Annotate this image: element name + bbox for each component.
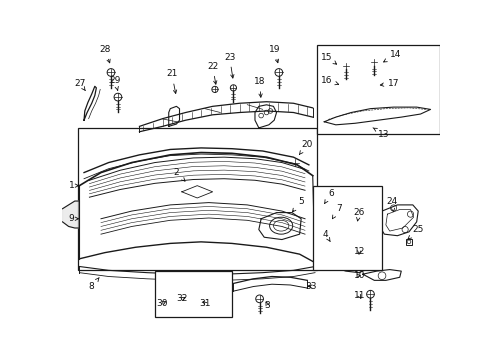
Text: 16: 16	[321, 76, 339, 85]
Text: 26: 26	[354, 208, 365, 221]
Text: 3: 3	[265, 301, 270, 310]
Bar	[176, 280, 209, 302]
Bar	[190, 287, 196, 296]
Text: 30: 30	[156, 299, 168, 308]
Text: 33: 33	[305, 282, 317, 291]
Text: 10: 10	[354, 271, 365, 280]
Text: 7: 7	[332, 204, 342, 219]
Bar	[180, 287, 186, 296]
Bar	[313, 186, 382, 270]
Text: 22: 22	[207, 62, 218, 84]
Text: 17: 17	[380, 79, 400, 88]
Polygon shape	[63, 201, 79, 228]
Text: 6: 6	[325, 189, 334, 203]
Bar	[155, 271, 232, 316]
Text: 12: 12	[354, 247, 365, 256]
Text: 14: 14	[384, 50, 401, 62]
Text: 23: 23	[224, 53, 235, 78]
Bar	[406, 239, 412, 245]
Text: 5: 5	[293, 197, 304, 212]
Text: 25: 25	[408, 225, 424, 239]
Text: 13: 13	[373, 128, 390, 139]
Text: 32: 32	[176, 294, 188, 303]
Text: 19: 19	[269, 45, 280, 63]
Bar	[343, 84, 351, 92]
Text: 24: 24	[387, 197, 398, 212]
Bar	[199, 287, 205, 296]
Text: 28: 28	[99, 45, 111, 63]
Text: 18: 18	[254, 77, 266, 97]
Bar	[78, 128, 317, 270]
Bar	[355, 220, 363, 228]
Text: 31: 31	[199, 299, 211, 308]
Text: 21: 21	[166, 69, 177, 94]
Text: 15: 15	[321, 53, 337, 64]
Text: 27: 27	[74, 79, 85, 91]
Bar	[317, 45, 440, 134]
Text: 8: 8	[89, 278, 99, 291]
Text: 1: 1	[69, 181, 78, 190]
Text: 9: 9	[69, 214, 78, 223]
Text: 20: 20	[299, 140, 313, 154]
Text: 11: 11	[354, 291, 365, 300]
Text: 2: 2	[173, 168, 185, 181]
Text: 29: 29	[109, 76, 121, 90]
Text: 4: 4	[323, 230, 330, 242]
